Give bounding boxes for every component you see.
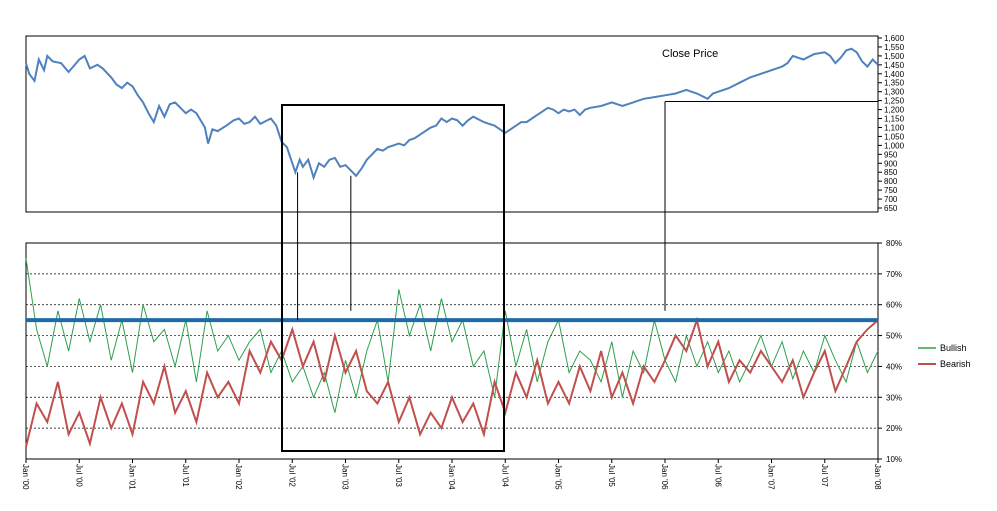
sentiment-y-tick-label: 50% <box>886 332 902 341</box>
x-tick-label: Jan '03 <box>341 464 350 490</box>
price-plot-frame <box>25 35 879 213</box>
x-tick-label: Jul '06 <box>713 464 722 487</box>
price-y-tick-label: 750 <box>884 186 898 195</box>
x-tick-label: Jul '07 <box>820 464 829 487</box>
sentiment-y-tick-label: 40% <box>886 362 902 371</box>
sentiment-x-axis: Jan '00 Jul '00 Jan '01 Jul '01 Jan '02 Jul '… <box>21 459 882 490</box>
price-y-tick-label: 850 <box>884 168 898 177</box>
bullish-series-line <box>25 258 879 413</box>
price-y-tick-label: 650 <box>884 204 898 213</box>
close-price-line <box>25 47 879 181</box>
sentiment-y-tick-label: 10% <box>886 455 902 464</box>
sentiment-plot-frame <box>25 242 879 460</box>
x-tick-label: Jan '04 <box>447 464 456 490</box>
legend-bearish-label: Bearish <box>940 359 971 369</box>
x-tick-label: Jan '00 <box>21 464 30 490</box>
price-y-axis: 1,6001,5501,5001,4501,4001,3501,3001,250… <box>878 34 905 213</box>
sentiment-y-tick-label: 60% <box>886 301 902 310</box>
price-y-tick-label: 1,500 <box>884 52 905 61</box>
x-tick-label: Jan '08 <box>873 464 882 490</box>
x-tick-label: Jul '05 <box>607 464 616 487</box>
x-tick-label: Jul '04 <box>500 464 509 487</box>
price-y-tick-label: 1,400 <box>884 70 905 79</box>
price-y-tick-label: 800 <box>884 177 898 186</box>
bearish-series-line <box>25 316 879 448</box>
price-y-tick-label: 1,200 <box>884 106 905 115</box>
x-tick-label: Jul '03 <box>394 464 403 487</box>
price-y-tick-label: 1,000 <box>884 141 905 150</box>
price-y-tick-label: 1,450 <box>884 61 905 70</box>
sentiment-y-tick-label: 20% <box>886 424 902 433</box>
legend: Bullish Bearish <box>918 343 971 369</box>
legend-bullish-label: Bullish <box>940 343 967 353</box>
x-tick-label: Jan '06 <box>660 464 669 490</box>
x-tick-label: Jul '02 <box>287 464 296 487</box>
sentiment-y-axis: 80% 70% 60% 50% 40% 30% 20% 10% <box>878 239 902 464</box>
price-y-tick-label: 1,550 <box>884 43 905 52</box>
price-chart-title: Close Price <box>662 48 718 60</box>
connector-lines <box>297 101 666 321</box>
x-tick-label: Jul '00 <box>74 464 83 487</box>
price-y-tick-label: 1,100 <box>884 123 905 132</box>
sentiment-y-tick-label: 30% <box>886 393 902 402</box>
price-y-tick-label: 1,050 <box>884 132 905 141</box>
x-tick-label: Jul '01 <box>181 464 190 487</box>
price-y-tick-label: 1,150 <box>884 115 905 124</box>
x-tick-label: Jan '05 <box>554 464 563 490</box>
x-tick-label: Jan '01 <box>128 464 137 490</box>
x-tick-label: Jan '07 <box>767 464 776 490</box>
x-tick-label: Jan '02 <box>234 464 243 490</box>
sentiment-y-tick-label: 80% <box>886 239 902 248</box>
price-y-tick-label: 950 <box>884 150 898 159</box>
price-y-tick-label: 1,600 <box>884 34 905 43</box>
sentiment-y-tick-label: 70% <box>886 270 902 279</box>
highlight-box <box>281 104 505 452</box>
price-y-tick-label: 1,350 <box>884 79 905 88</box>
price-y-tick-label: 900 <box>884 159 898 168</box>
price-y-tick-label: 1,300 <box>884 88 905 97</box>
price-y-tick-label: 1,250 <box>884 97 905 106</box>
price-y-tick-label: 700 <box>884 195 898 204</box>
